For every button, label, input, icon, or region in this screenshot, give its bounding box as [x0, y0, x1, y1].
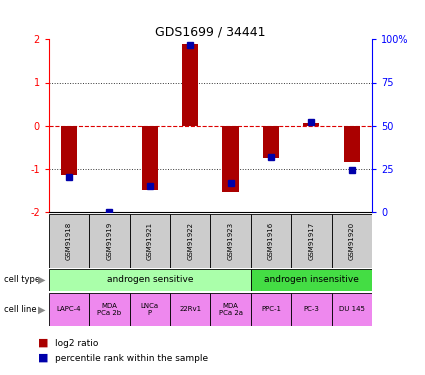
Bar	[210, 292, 251, 326]
Text: GSM91917: GSM91917	[308, 222, 314, 260]
Bar	[332, 292, 372, 326]
Text: LAPC-4: LAPC-4	[57, 306, 81, 312]
Bar	[61, 126, 77, 175]
Bar	[291, 214, 332, 268]
Text: ▶: ▶	[38, 304, 45, 314]
Bar	[222, 126, 238, 192]
Bar	[49, 292, 89, 326]
Bar	[332, 214, 372, 268]
Bar	[130, 292, 170, 326]
Text: cell line: cell line	[4, 305, 37, 314]
Text: GSM91920: GSM91920	[348, 222, 355, 260]
Bar	[49, 214, 89, 268]
Bar	[263, 126, 279, 158]
Bar	[303, 123, 320, 126]
Bar	[343, 126, 360, 162]
Bar	[49, 269, 251, 291]
Text: LNCa
P: LNCa P	[141, 303, 159, 316]
Bar	[170, 292, 210, 326]
Bar	[291, 292, 332, 326]
Bar	[251, 269, 372, 291]
Bar	[130, 214, 170, 268]
Bar	[170, 214, 210, 268]
Text: androgen insensitive: androgen insensitive	[264, 275, 359, 284]
Bar	[251, 214, 291, 268]
Text: GSM91922: GSM91922	[187, 222, 193, 260]
Text: GSM91923: GSM91923	[227, 222, 234, 260]
Text: GSM91921: GSM91921	[147, 222, 153, 260]
Text: ■: ■	[38, 353, 49, 363]
Bar	[251, 292, 291, 326]
Bar	[210, 214, 251, 268]
Bar	[89, 292, 130, 326]
Text: cell type: cell type	[4, 275, 40, 284]
Text: percentile rank within the sample: percentile rank within the sample	[55, 354, 208, 363]
Text: androgen sensitive: androgen sensitive	[107, 275, 193, 284]
Text: ▶: ▶	[38, 275, 45, 285]
Text: MDA
PCa 2b: MDA PCa 2b	[97, 303, 122, 316]
Bar	[182, 44, 198, 126]
Text: GSM91918: GSM91918	[66, 222, 72, 260]
Text: PPC-1: PPC-1	[261, 306, 281, 312]
Text: log2 ratio: log2 ratio	[55, 339, 99, 348]
Text: GSM91916: GSM91916	[268, 222, 274, 260]
Title: GDS1699 / 34441: GDS1699 / 34441	[155, 25, 266, 38]
Text: MDA
PCa 2a: MDA PCa 2a	[218, 303, 243, 316]
Text: PC-3: PC-3	[303, 306, 319, 312]
Bar	[89, 214, 130, 268]
Bar	[142, 126, 158, 190]
Text: DU 145: DU 145	[339, 306, 365, 312]
Text: 22Rv1: 22Rv1	[179, 306, 201, 312]
Text: ■: ■	[38, 338, 49, 348]
Text: GSM91919: GSM91919	[106, 222, 113, 260]
